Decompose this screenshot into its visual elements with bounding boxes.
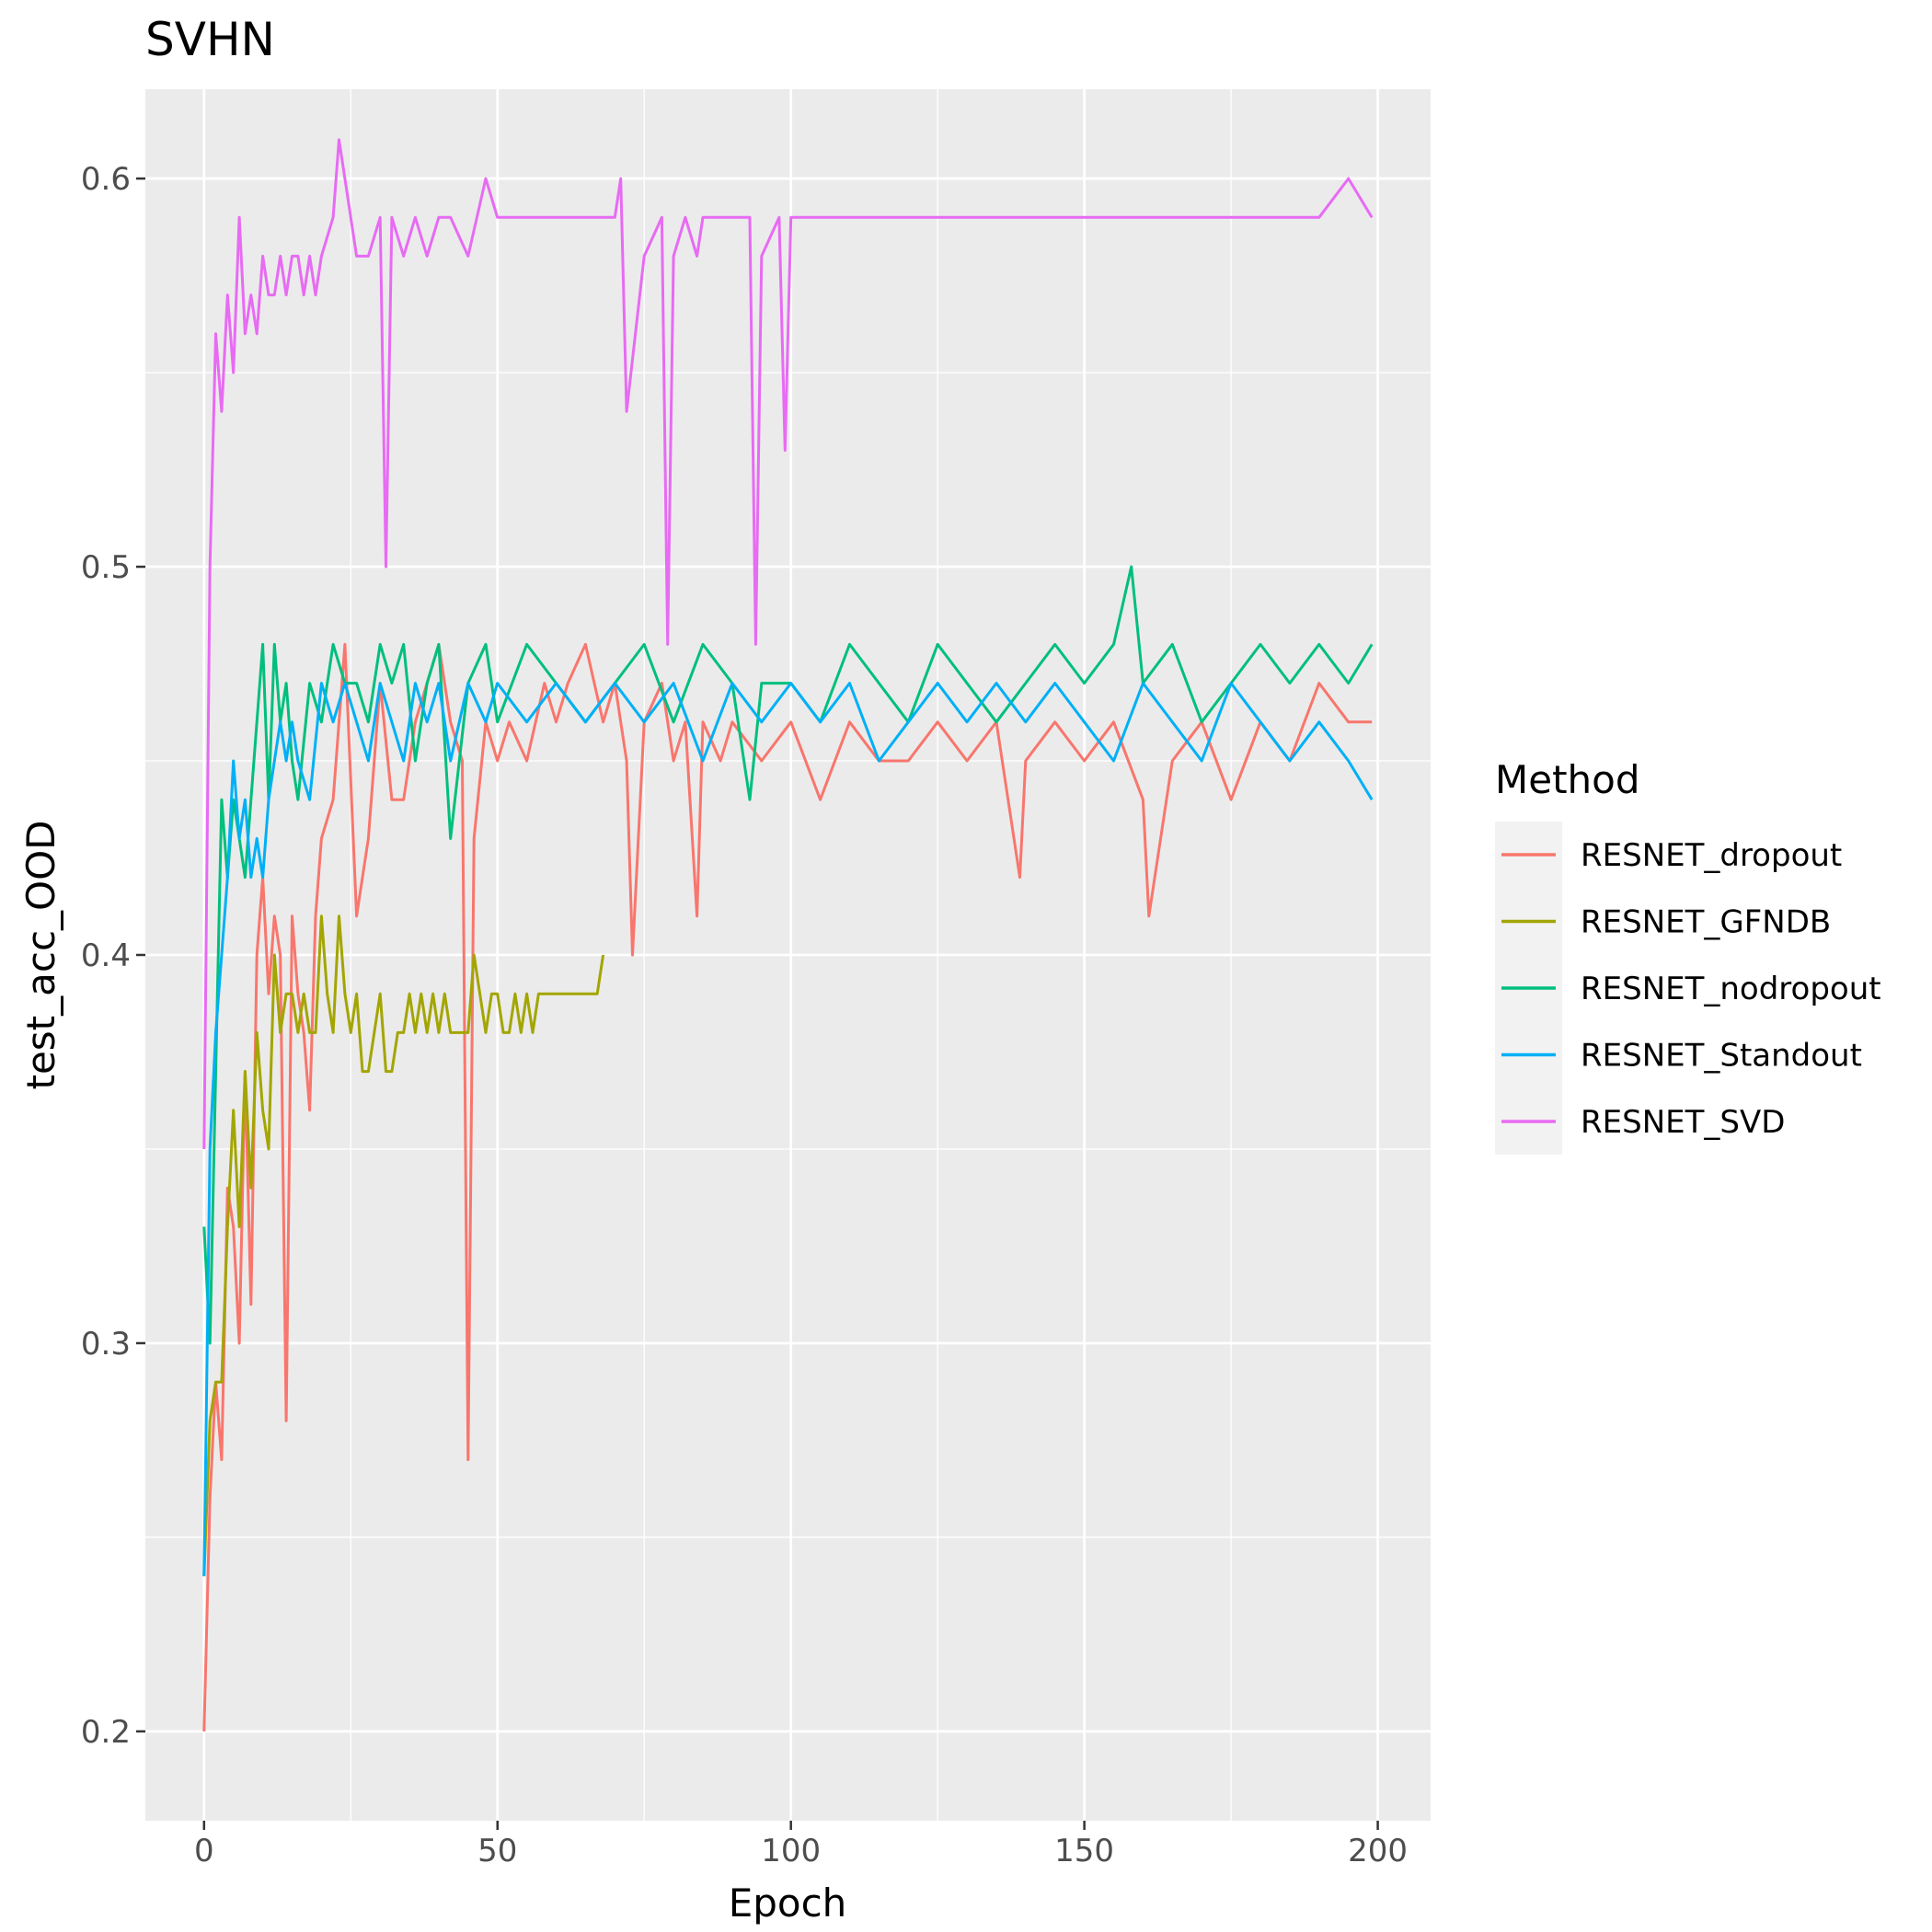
x-axis-title: Epoch: [729, 1880, 847, 1926]
chart-title: SVHN: [145, 13, 275, 66]
series-lines: [202, 138, 1374, 1731]
series-line-resnet-nodropout: [202, 565, 1374, 1345]
legend-items: RESNET_dropout RESNET_GFNDB RESNET_nodropo…: [1501, 837, 1881, 1141]
x-tick-label: 100: [761, 1833, 821, 1869]
y-tick-label: 0.3: [81, 1326, 131, 1363]
legend-label: RESNET_Standout: [1581, 1038, 1862, 1075]
legend-label: RESNET_dropout: [1581, 837, 1842, 874]
y-tick-label: 0.4: [81, 937, 131, 974]
series-line-resnet-standout: [202, 682, 1374, 1577]
x-axis: 0 50 100 150 200: [194, 1821, 1408, 1869]
y-axis: 0.2 0.3 0.4 0.5 0.6: [81, 161, 145, 1751]
legend-label: RESNET_GFNDB: [1581, 904, 1831, 941]
y-axis-title: test_acc_OOD: [18, 820, 63, 1089]
series-line-resnet-dropout: [202, 642, 1373, 1731]
x-tick-label: 50: [477, 1833, 517, 1869]
y-tick-label: 0.6: [81, 161, 131, 198]
x-tick-label: 150: [1054, 1833, 1114, 1869]
legend-label: RESNET_SVD: [1581, 1104, 1785, 1141]
x-tick-label: 200: [1348, 1833, 1408, 1869]
y-tick-label: 0.5: [81, 549, 131, 586]
legend-label: RESNET_nodropout: [1581, 971, 1881, 1007]
y-tick-label: 0.2: [81, 1714, 131, 1751]
major-gridlines: [145, 89, 1431, 1821]
x-tick-label: 0: [194, 1833, 214, 1869]
series-line-resnet-gfndb: [202, 914, 605, 1577]
legend: Method RESNET_dropoutRESNET_GFNDBRESNET_…: [1495, 757, 1881, 1155]
legend-title: Method: [1495, 757, 1640, 802]
series-line-resnet-svd: [202, 138, 1374, 1150]
